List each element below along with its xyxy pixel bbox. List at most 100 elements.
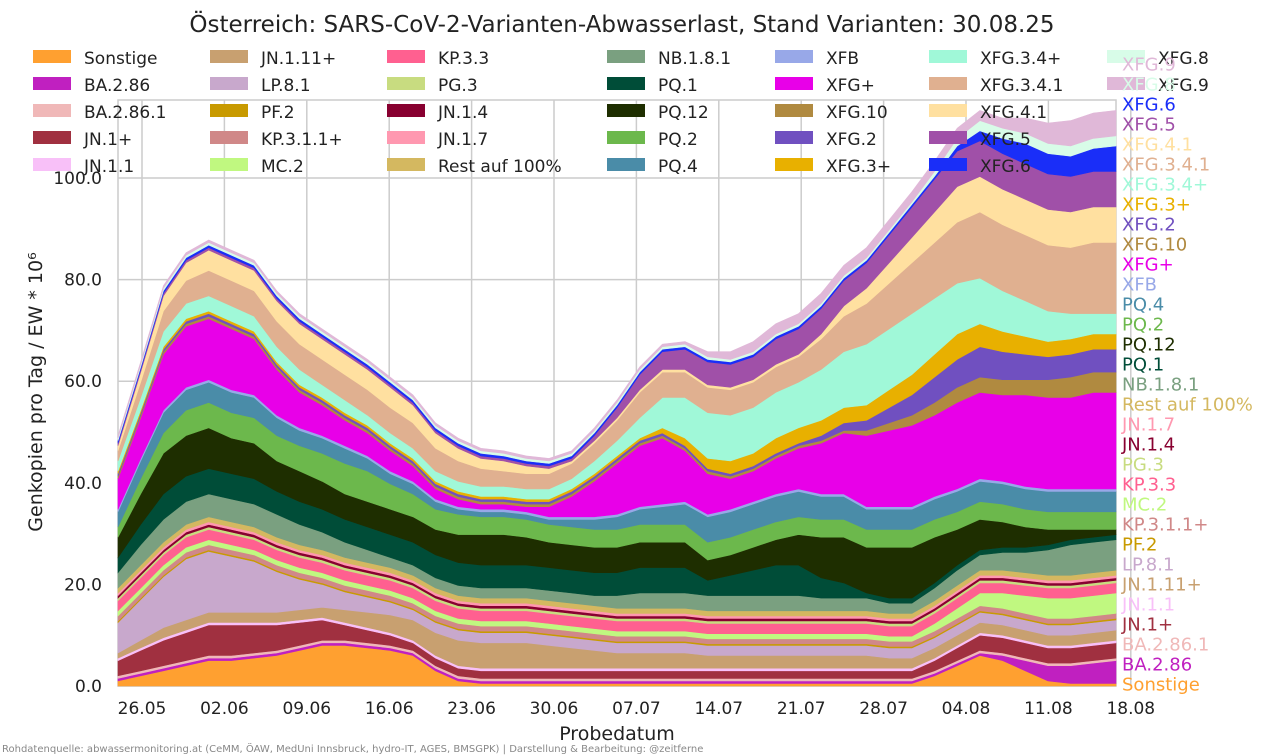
legend-label: XFB xyxy=(826,49,859,69)
legend-swatch xyxy=(210,50,248,63)
series-end-label: XFB xyxy=(1122,275,1157,296)
x-tick-label: 16.06 xyxy=(365,699,414,719)
series-end-label: JN.1+ xyxy=(1121,615,1173,636)
area-xfg-9 xyxy=(117,110,1117,462)
legend-label: XFG.10 xyxy=(826,103,888,123)
series-end-label: XFG.2 xyxy=(1122,215,1176,236)
legend-label: XFG.2 xyxy=(826,130,877,150)
legend-label: PQ.1 xyxy=(658,76,698,96)
legend-label: NB.1.8.1 xyxy=(658,49,731,69)
x-tick-label: 26.05 xyxy=(118,699,167,719)
x-tick-label: 11.08 xyxy=(1024,699,1073,719)
series-end-label: PG.3 xyxy=(1122,455,1164,476)
series-end-label: XFG.3.4+ xyxy=(1122,175,1208,196)
legend-swatch xyxy=(775,131,813,144)
series-end-label: KP.3.1.1+ xyxy=(1122,515,1208,536)
legend-item: MC.2 xyxy=(210,157,304,177)
legend-item: PQ.4 xyxy=(607,157,698,177)
legend-item: XFG.3.4.1 xyxy=(929,76,1063,96)
legend-item: BA.2.86.1 xyxy=(33,103,166,123)
legend-label: KP.3.1.1+ xyxy=(261,130,343,150)
legend-label: BA.2.86 xyxy=(84,76,150,96)
legend-label: XFG.3.4+ xyxy=(980,49,1061,69)
legend-label: LP.8.1 xyxy=(261,76,311,96)
legend-swatch xyxy=(607,104,645,117)
series-end-label: JN.1.4 xyxy=(1121,435,1175,456)
legend-swatch xyxy=(210,77,248,90)
legend-label: PQ.4 xyxy=(658,157,698,177)
legend-swatch xyxy=(210,158,248,171)
legend-item: JN.1.11+ xyxy=(210,49,336,69)
x-tick-label: 18.08 xyxy=(1106,699,1155,719)
series-end-label: XFG.10 xyxy=(1122,235,1187,256)
series-end-label: PQ.4 xyxy=(1122,295,1164,316)
legend-swatch xyxy=(33,131,71,144)
y-tick-label: 80.0 xyxy=(64,271,102,291)
series-end-label: XFG+ xyxy=(1122,255,1174,276)
stacked-areas xyxy=(117,110,1117,687)
legend-item: XFG.10 xyxy=(775,103,888,123)
legend-label: XFG+ xyxy=(826,76,875,96)
legend-item: LP.8.1 xyxy=(210,76,311,96)
source-note: Rohdatenquelle: abwassermonitoring.at (C… xyxy=(2,742,703,755)
legend: Sonstige BA.2.86 BA.2.86.1 JN.1+ JN.1.1 JN.1.… xyxy=(33,49,1209,177)
legend-label: XFG.9 xyxy=(1158,76,1209,96)
legend-item: XFG+ xyxy=(775,76,875,96)
x-tick-label: 23.06 xyxy=(447,699,496,719)
legend-swatch xyxy=(33,158,71,171)
legend-item: XFG.4.1 xyxy=(929,103,1047,123)
legend-label: PF.2 xyxy=(261,103,295,123)
x-tick-label: 04.08 xyxy=(942,699,991,719)
legend-label: XFG.4.1 xyxy=(980,103,1047,123)
legend-swatch xyxy=(210,104,248,117)
series-end-label: PQ.1 xyxy=(1122,355,1164,376)
legend-item: XFG.3+ xyxy=(775,157,891,177)
x-tick-label: 09.06 xyxy=(282,699,331,719)
legend-label: JN.1+ xyxy=(83,130,132,150)
legend-item: XFG.3.4+ xyxy=(929,49,1061,69)
legend-swatch xyxy=(33,50,71,63)
legend-label: XFG.3.4.1 xyxy=(980,76,1063,96)
legend-swatch xyxy=(33,77,71,90)
series-end-labels: SonstigeBA.2.86BA.2.86.1JN.1+JN.1.1JN.1.… xyxy=(1121,55,1253,696)
legend-label: PG.3 xyxy=(438,76,478,96)
legend-item: BA.2.86 xyxy=(33,76,150,96)
x-tick-label: 21.07 xyxy=(777,699,826,719)
series-end-label: PF.2 xyxy=(1122,535,1158,556)
legend-label: MC.2 xyxy=(261,157,304,177)
legend-swatch xyxy=(387,77,425,90)
legend-swatch xyxy=(210,131,248,144)
legend-swatch xyxy=(607,50,645,63)
series-end-label: XFG.3+ xyxy=(1122,195,1191,216)
series-end-label: XFG.4.1 xyxy=(1122,135,1193,156)
series-end-label: PQ.2 xyxy=(1122,315,1164,336)
series-end-label: PQ.12 xyxy=(1122,335,1176,356)
legend-label: PQ.2 xyxy=(658,130,698,150)
legend-item: KP.3.3 xyxy=(387,49,489,69)
series-end-label: MC.2 xyxy=(1122,495,1167,516)
legend-item: XFB xyxy=(775,49,859,69)
x-tick-label: 28.07 xyxy=(859,699,908,719)
series-end-label: XFG.8 xyxy=(1122,75,1176,96)
y-tick-label: 100.0 xyxy=(53,169,102,189)
legend-swatch xyxy=(607,131,645,144)
series-end-label: XFG.3.4.1 xyxy=(1122,155,1210,176)
y-axis-label: Genkopien pro Tag / EW * 10⁶ xyxy=(25,252,47,531)
series-end-label: XFG.9 xyxy=(1122,55,1176,76)
series-end-label: XFG.6 xyxy=(1122,95,1176,116)
series-end-label: KP.3.3 xyxy=(1122,475,1176,496)
legend-item: XFG.8 xyxy=(1107,49,1209,69)
legend-label: XFG.6 xyxy=(980,157,1031,177)
legend-label: Rest auf 100% xyxy=(438,157,562,177)
legend-swatch xyxy=(775,158,813,171)
legend-label: JN.1.1 xyxy=(83,157,134,177)
legend-item: KP.3.1.1+ xyxy=(210,130,343,150)
legend-label: JN.1.11+ xyxy=(260,49,336,69)
series-end-label: LP.8.1 xyxy=(1122,555,1174,576)
chart-title: Österreich: SARS-CoV-2-Varianten-Abwasse… xyxy=(189,10,1054,38)
legend-item: JN.1.4 xyxy=(387,103,488,123)
legend-label: Sonstige xyxy=(84,49,157,69)
series-end-label: BA.2.86.1 xyxy=(1122,635,1209,656)
axes: 0.0 20.0 40.0 60.0 80.0 100.0 26.05 02.06 09.06 1… xyxy=(53,169,1155,719)
legend-swatch xyxy=(1107,50,1145,63)
